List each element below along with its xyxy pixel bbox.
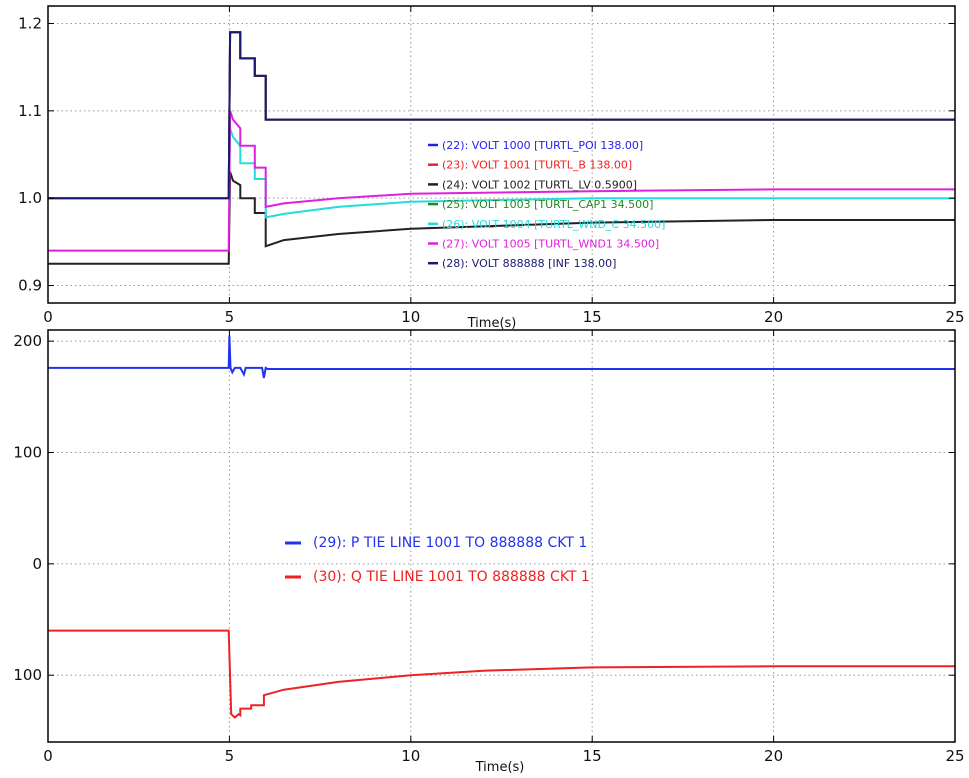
x-tick-label: 15 (583, 747, 602, 765)
plot-frame (47, 329, 956, 743)
legend: (29): P TIE LINE 1001 TO 888888 CKT 1 (30… (285, 535, 590, 585)
legend-entry: (23): VOLT 1001 [TURTL_B 138.00] (442, 159, 632, 172)
tie-line-power-chart-panel: 0 5 10 15 20 25 200 100 0 100 Time(s) (29): P TIE L… (13, 329, 965, 775)
x-tick-label: 0 (43, 747, 53, 765)
legend-entry: (28): VOLT 888888 [INF 138.00] (442, 257, 616, 270)
y-tick-label: 1.0 (18, 189, 42, 207)
legend-entry: (26): VOLT 1004 [TURTL_WND_C 34.500] (442, 218, 665, 231)
series-line-5 (48, 110, 955, 252)
series-line-4 (48, 127, 955, 219)
x-tick-label: 15 (583, 308, 602, 326)
y-tick-label: 100 (13, 443, 42, 461)
x-tick-label: 10 (401, 308, 420, 326)
x-tick-label: 0 (43, 308, 53, 326)
plot-frame (47, 5, 956, 304)
y-tick-label: 1.2 (18, 14, 42, 32)
x-tick-label: 25 (945, 747, 964, 765)
x-tick-label: 20 (764, 747, 783, 765)
x-axis-label: Time(s) (475, 760, 525, 775)
series-line-1 (48, 629, 955, 719)
x-tick-label: 20 (764, 308, 783, 326)
legend-entry: (25): VOLT 1003 [TURTL_CAP1 34.500] (442, 198, 653, 211)
y-tick-label: 1.1 (18, 102, 42, 120)
x-tick-label: 25 (945, 308, 964, 326)
x-tick-label: 10 (401, 747, 420, 765)
x-axis-label: Time(s) (467, 316, 517, 331)
series-line-0 (48, 335, 955, 379)
y-tick-label: 0 (32, 555, 42, 573)
legend-entry: (22): VOLT 1000 [TURTL_POI 138.00] (442, 139, 643, 152)
y-tick-label: 100 (13, 666, 42, 684)
x-tick-label: 5 (225, 308, 235, 326)
y-tick-label: 200 (13, 332, 42, 350)
legend-entry: (24): VOLT 1002 [TURTL_LV 0.5900] (442, 178, 637, 191)
legend-entry: (27): VOLT 1005 [TURTL_WND1 34.500] (442, 238, 659, 251)
legend: (22): VOLT 1000 [TURTL_POI 138.00] (23): … (428, 139, 665, 270)
x-tick-label: 5 (225, 747, 235, 765)
legend-entry: (29): P TIE LINE 1001 TO 888888 CKT 1 (313, 535, 587, 551)
y-tick-label: 0.9 (18, 277, 42, 295)
voltage-chart-panel: 0 5 10 15 20 25 0.9 1.0 1.1 1.2 Time(s) (22): VOLT … (18, 5, 965, 331)
series-line-6 (48, 31, 955, 200)
legend-entry: (30): Q TIE LINE 1001 TO 888888 CKT 1 (313, 569, 590, 585)
series-line-2 (48, 171, 955, 265)
